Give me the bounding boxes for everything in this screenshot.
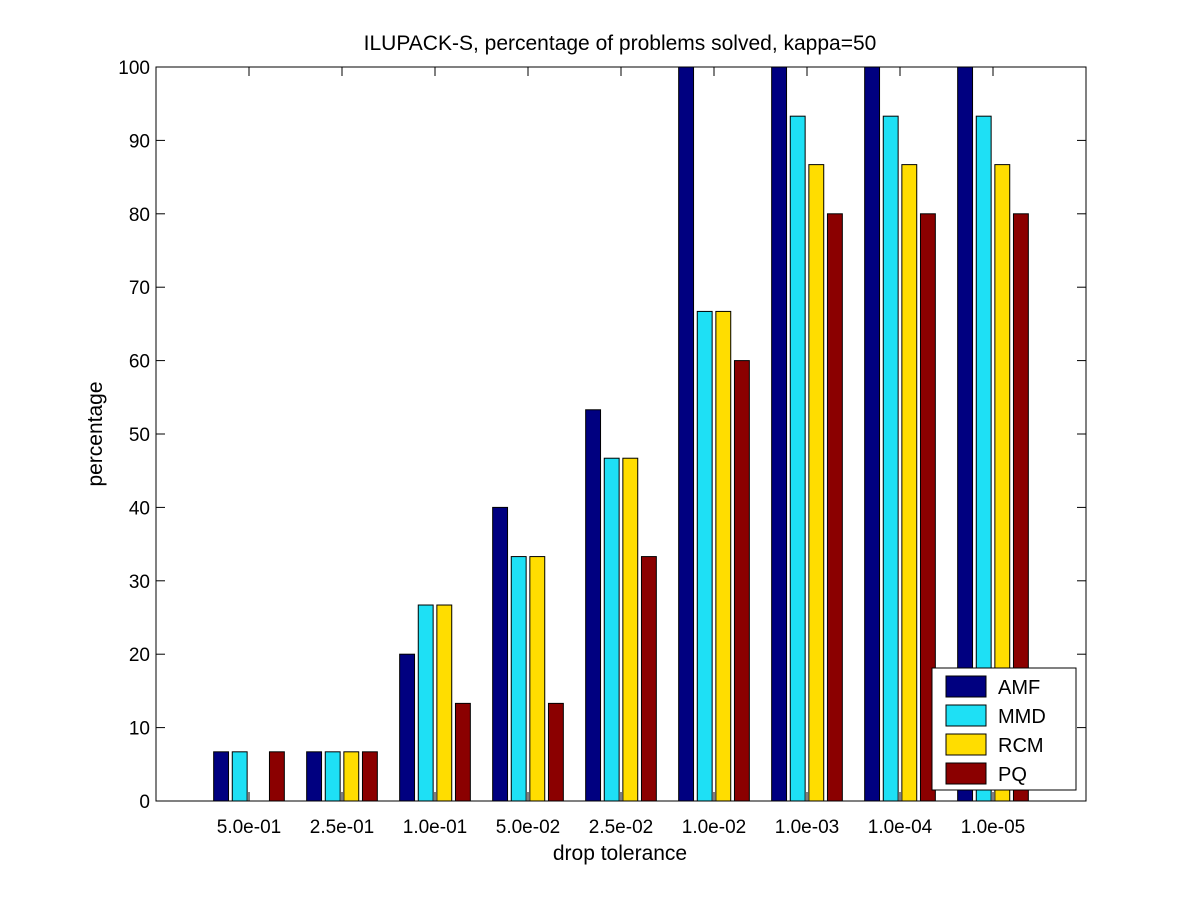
legend-swatch-rcm (945, 733, 987, 756)
bar-amf-1.0e-01 (399, 653, 416, 802)
y-tick-label: 20 (129, 645, 150, 666)
legend-label-pq: PQ (998, 764, 1027, 786)
bar-rcm-5.0e-02 (529, 556, 546, 802)
legend-label-amf: AMF (998, 677, 1040, 699)
legend-swatch-pq (945, 762, 987, 785)
legend-label-rcm: RCM (998, 735, 1044, 757)
y-axis-label: percentage (84, 381, 107, 486)
y-tick-label: 70 (129, 278, 150, 299)
bar-mmd-1.0e-02 (696, 310, 713, 802)
bar-pq-5.0e-01 (268, 751, 285, 802)
x-tick-label: 1.0e-01 (403, 817, 467, 838)
bar-pq-2.5e-02 (640, 556, 657, 802)
bar-mmd-1.0e-04 (882, 115, 899, 802)
bar-rcm-2.5e-02 (622, 457, 639, 802)
legend-label-mmd: MMD (998, 706, 1046, 728)
y-tick-label: 50 (129, 425, 150, 446)
y-tick-label: 40 (129, 498, 150, 519)
bar-mmd-5.0e-02 (510, 556, 527, 802)
x-tick-label: 1.0e-04 (868, 817, 933, 838)
bar-pq-1.0e-02 (733, 360, 750, 802)
x-tick-label: 1.0e-05 (961, 817, 1025, 838)
y-tick-label: 0 (139, 792, 150, 813)
x-tick-label: 2.5e-01 (310, 817, 374, 838)
y-tick-label: 90 (129, 131, 150, 152)
y-tick-label: 30 (129, 572, 150, 593)
bar-amf-5.0e-01 (213, 751, 230, 802)
bar-amf-1.0e-03 (771, 66, 788, 802)
bars-group (213, 66, 1029, 802)
legend-swatch-mmd (945, 704, 987, 727)
bar-rcm-1.0e-03 (808, 164, 825, 802)
bar-rcm-1.0e-04 (901, 164, 918, 802)
bar-pq-1.0e-03 (826, 213, 843, 802)
bar-rcm-1.0e-01 (436, 604, 453, 802)
bar-amf-2.5e-02 (585, 409, 602, 802)
bar-amf-2.5e-01 (306, 751, 323, 802)
y-tick-label: 80 (129, 205, 150, 226)
x-tick-label: 2.5e-02 (589, 817, 653, 838)
y-tick-label: 60 (129, 352, 150, 373)
bar-mmd-2.5e-02 (603, 457, 620, 802)
y-ticks-group: 0 10 20 30 40 50 60 70 80 90 100 (118, 58, 1086, 813)
x-tick-label: 5.0e-01 (217, 817, 281, 838)
bar-amf-5.0e-02 (492, 506, 509, 802)
bar-pq-5.0e-02 (547, 702, 564, 802)
chart-title: ILUPACK-S, percentage of problems solved… (364, 32, 877, 55)
x-ticks-group: 5.0e-01 2.5e-01 1.0e-01 5.0e-02 2.5e-02 1.0e-… (217, 67, 1025, 838)
legend-swatch-amf (945, 675, 987, 698)
bar-mmd-5.0e-01 (231, 751, 248, 802)
y-tick-label: 100 (118, 58, 150, 79)
bar-rcm-2.5e-01 (343, 751, 360, 802)
y-tick-label: 10 (129, 719, 150, 740)
x-tick-label: 5.0e-02 (496, 817, 560, 838)
x-tick-label: 1.0e-02 (682, 817, 746, 838)
bar-mmd-1.0e-01 (417, 604, 434, 802)
x-axis-label: drop tolerance (553, 842, 687, 865)
legend: AMF MMD RCM PQ (931, 667, 1077, 791)
bar-mmd-2.5e-01 (324, 751, 341, 802)
bar-pq-2.5e-01 (361, 751, 378, 802)
bar-pq-1.0e-01 (454, 702, 471, 802)
bar-rcm-1.0e-02 (715, 310, 732, 802)
x-tick-label: 1.0e-03 (775, 817, 839, 838)
bar-amf-1.0e-02 (678, 66, 695, 802)
bar-amf-1.0e-04 (864, 66, 881, 802)
bar-mmd-1.0e-03 (789, 115, 806, 802)
